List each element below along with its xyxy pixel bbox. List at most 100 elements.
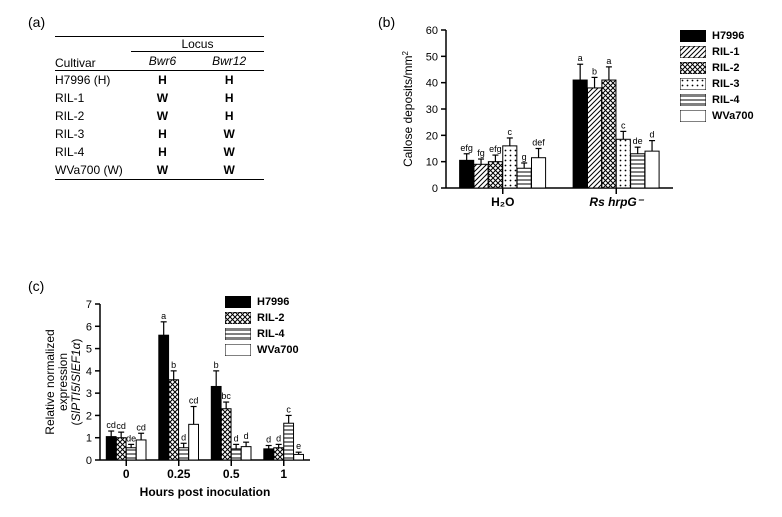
svg-text:de: de — [126, 433, 136, 443]
legend-item: WVa700 — [225, 344, 299, 356]
table-row-allele: W — [194, 125, 264, 143]
svg-text:60: 60 — [426, 25, 438, 37]
legend-item: RIL-4 — [680, 94, 754, 106]
svg-text:bc: bc — [221, 391, 231, 401]
svg-text:2: 2 — [86, 410, 92, 422]
legend-label: RIL-3 — [712, 78, 740, 90]
table-row-allele: H — [131, 125, 194, 143]
svg-text:cd: cd — [116, 421, 126, 431]
panel-a-table: Cultivar Locus Bwr6 Bwr12 H7996 (H)HHRIL… — [55, 36, 264, 180]
legend-label: H7996 — [712, 30, 744, 42]
svg-text:50: 50 — [426, 51, 438, 63]
panel-c-legend: H7996 RIL-2 RIL-4 WVa700 — [225, 296, 299, 360]
table-row-allele: W — [131, 89, 194, 107]
legend-label: WVa700 — [712, 110, 754, 122]
svg-text:b: b — [171, 360, 176, 370]
svg-text:b: b — [592, 66, 597, 76]
svg-text:5: 5 — [86, 344, 92, 356]
svg-text:Rs hrpG⁻: Rs hrpG⁻ — [589, 195, 644, 209]
svg-text:a: a — [161, 311, 166, 321]
svg-text:d: d — [650, 130, 655, 140]
table-row-allele: H — [194, 107, 264, 125]
panel-b-legend: H7996 RIL-1 RIL-2 RIL-3 RIL-4 WVa700 — [680, 30, 754, 126]
svg-text:10: 10 — [426, 157, 438, 169]
legend-label: H7996 — [257, 296, 289, 308]
svg-text:cd: cd — [136, 422, 146, 432]
svg-text:expression: expression — [56, 353, 70, 411]
svg-text:c: c — [508, 127, 513, 137]
table-row-allele: H — [194, 89, 264, 107]
svg-text:Relative normalized: Relative normalized — [43, 329, 57, 434]
legend-label: RIL-4 — [712, 94, 740, 106]
legend-item: RIL-3 — [680, 78, 754, 90]
svg-text:a: a — [578, 53, 583, 63]
svg-text:d: d — [244, 431, 249, 441]
locus-col-0: Bwr6 — [131, 52, 194, 71]
table-row-allele: H — [194, 71, 264, 90]
svg-text:c: c — [621, 120, 626, 130]
panel-a-label: (a) — [28, 14, 45, 30]
table-row-allele: W — [194, 161, 264, 180]
svg-text:0: 0 — [86, 455, 92, 467]
legend-item: RIL-4 — [225, 328, 299, 340]
legend-item: RIL-2 — [225, 312, 299, 324]
svg-text:a: a — [606, 56, 611, 66]
svg-text:c: c — [286, 404, 291, 414]
svg-text:(SlPTI5/SlEF1α): (SlPTI5/SlEF1α) — [69, 339, 83, 426]
legend-item: RIL-1 — [680, 46, 754, 58]
table-row-allele: H — [131, 71, 194, 90]
cultivar-header: Cultivar — [55, 37, 131, 71]
svg-text:b: b — [214, 360, 219, 370]
table-row-cultivar: RIL-4 — [55, 143, 131, 161]
svg-text:g: g — [522, 152, 527, 162]
svg-text:de: de — [633, 136, 643, 146]
svg-text:d: d — [266, 435, 271, 445]
svg-text:4: 4 — [86, 366, 92, 378]
legend-label: RIL-4 — [257, 328, 285, 340]
svg-text:0.25: 0.25 — [167, 467, 191, 481]
table-row-cultivar: RIL-2 — [55, 107, 131, 125]
panel-b-label: (b) — [378, 14, 395, 30]
svg-text:7: 7 — [86, 299, 92, 311]
svg-text:d: d — [181, 432, 186, 442]
svg-text:0: 0 — [123, 467, 130, 481]
table-row-cultivar: RIL-1 — [55, 89, 131, 107]
legend-item: H7996 — [680, 30, 754, 42]
svg-text:0.5: 0.5 — [223, 467, 240, 481]
svg-text:Hours post inoculation: Hours post inoculation — [140, 485, 271, 499]
legend-item: H7996 — [225, 296, 299, 308]
table-row-allele: W — [131, 107, 194, 125]
svg-text:Callose deposits/mm2: Callose deposits/mm2 — [401, 51, 416, 167]
svg-text:d: d — [234, 433, 239, 443]
table-row-cultivar: H7996 (H) — [55, 71, 131, 90]
svg-text:20: 20 — [426, 130, 438, 142]
table-row-allele: H — [131, 143, 194, 161]
svg-text:cd: cd — [106, 420, 116, 430]
svg-text:efg: efg — [460, 143, 473, 153]
table-row-cultivar: WVa700 (W) — [55, 161, 131, 180]
svg-text:d: d — [276, 433, 281, 443]
svg-text:1: 1 — [86, 433, 92, 445]
locus-col-1: Bwr12 — [194, 52, 264, 71]
legend-label: RIL-2 — [712, 62, 740, 74]
svg-text:H₂O: H₂O — [491, 195, 514, 209]
legend-item: WVa700 — [680, 110, 754, 122]
table-row-cultivar: RIL-3 — [55, 125, 131, 143]
svg-text:0: 0 — [432, 183, 438, 195]
svg-text:cd: cd — [189, 396, 199, 406]
locus-header: Locus — [131, 37, 264, 52]
svg-text:40: 40 — [426, 78, 438, 90]
legend-item: RIL-2 — [680, 62, 754, 74]
svg-text:fg: fg — [477, 148, 485, 158]
table-row-allele: W — [194, 143, 264, 161]
legend-label: WVa700 — [257, 344, 299, 356]
legend-label: RIL-2 — [257, 312, 285, 324]
svg-text:e: e — [296, 441, 301, 451]
svg-text:def: def — [532, 138, 545, 148]
svg-text:3: 3 — [86, 388, 92, 400]
svg-text:30: 30 — [426, 104, 438, 116]
svg-text:1: 1 — [280, 467, 287, 481]
svg-text:6: 6 — [86, 321, 92, 333]
svg-text:efg: efg — [489, 144, 502, 154]
legend-label: RIL-1 — [712, 46, 740, 58]
